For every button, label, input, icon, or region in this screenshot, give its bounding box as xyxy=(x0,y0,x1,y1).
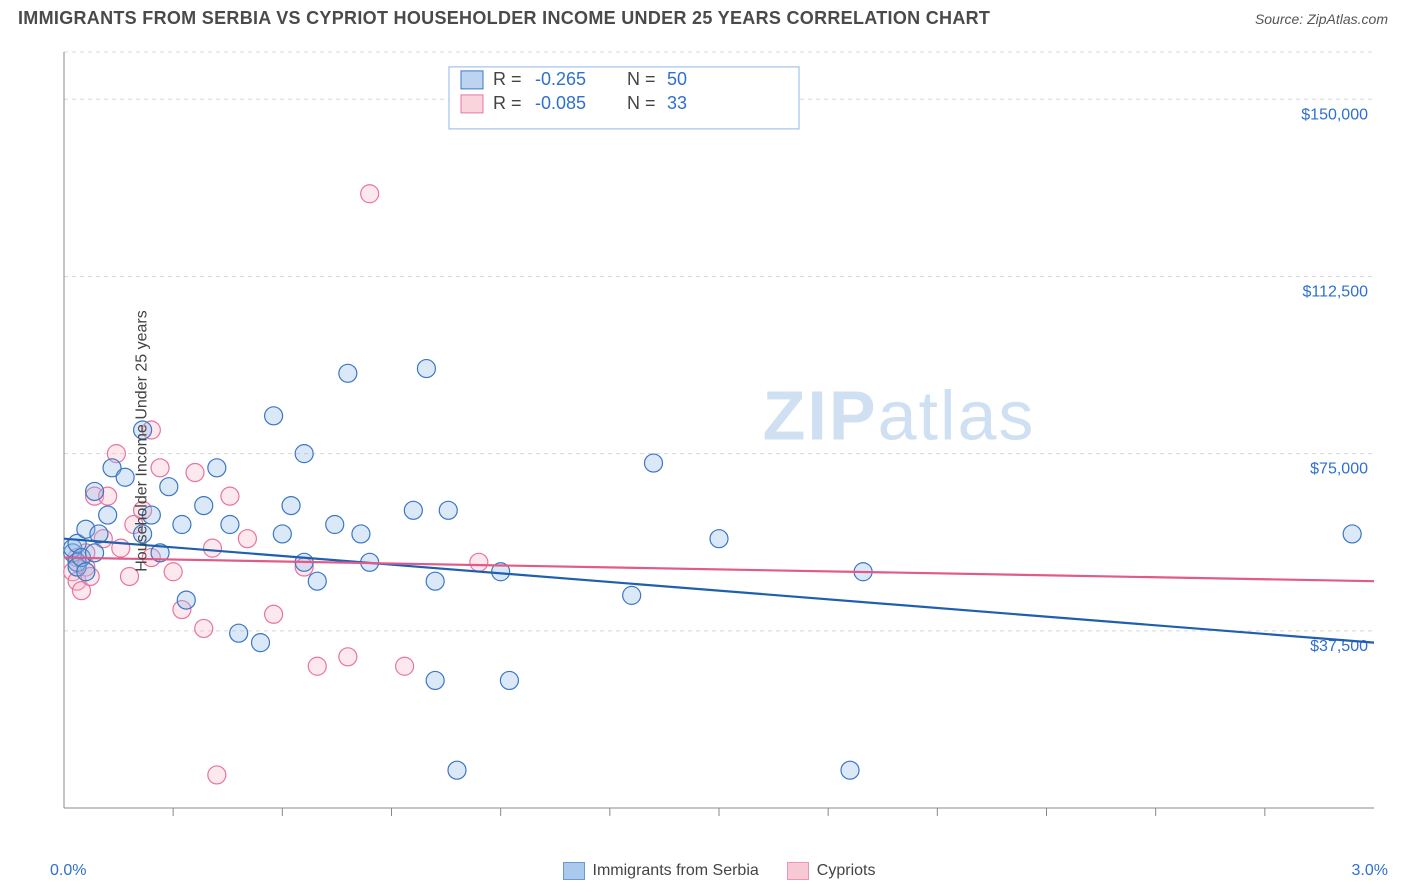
legend-item-cypriots: Cypriots xyxy=(787,862,876,880)
svg-text:N =: N = xyxy=(627,69,656,89)
x-axis-min: 0.0% xyxy=(50,862,86,880)
x-axis-row: 0.0% Immigrants from Serbia Cypriots 3.0… xyxy=(50,862,1388,880)
source-label: Source: ZipAtlas.com xyxy=(1255,11,1388,27)
plot-area: Householder Income Under 25 years $37,50… xyxy=(50,40,1388,842)
legend-item-serbia: Immigrants from Serbia xyxy=(563,862,759,880)
svg-text:33: 33 xyxy=(667,93,687,113)
legend-swatch-cypriots xyxy=(787,862,809,880)
legend-swatch-serbia xyxy=(563,862,585,880)
svg-text:$150,000: $150,000 xyxy=(1301,106,1368,123)
x-axis-max: 3.0% xyxy=(1352,862,1388,880)
svg-text:50: 50 xyxy=(667,69,687,89)
legend-label-cypriots: Cypriots xyxy=(817,862,876,880)
svg-text:R =: R = xyxy=(493,93,522,113)
svg-text:R =: R = xyxy=(493,69,522,89)
scatter-chart: $37,500$75,000$112,500$150,000ZIPatlasR … xyxy=(50,40,1388,832)
svg-text:-0.265: -0.265 xyxy=(535,69,586,89)
svg-text:$75,000: $75,000 xyxy=(1310,461,1368,478)
svg-text:-0.085: -0.085 xyxy=(535,93,586,113)
svg-text:$112,500: $112,500 xyxy=(1302,283,1368,300)
svg-text:N =: N = xyxy=(627,93,656,113)
svg-text:ZIPatlas: ZIPatlas xyxy=(763,376,1036,454)
bottom-legend: Immigrants from Serbia Cypriots xyxy=(563,862,876,880)
chart-title: IMMIGRANTS FROM SERBIA VS CYPRIOT HOUSEH… xyxy=(18,8,990,29)
y-axis-label: Householder Income Under 25 years xyxy=(134,310,152,571)
legend-label-serbia: Immigrants from Serbia xyxy=(593,862,759,880)
